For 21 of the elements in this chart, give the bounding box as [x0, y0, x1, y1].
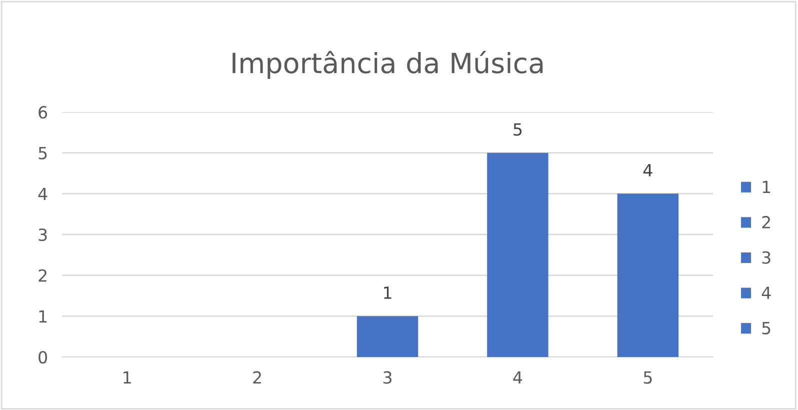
x-tick-label: 3	[383, 371, 392, 384]
x-tick-label: 4	[513, 371, 522, 384]
legend-label: 1	[762, 180, 770, 194]
x-tick-label: 1	[124, 371, 131, 384]
y-tick-label: 0	[38, 350, 48, 364]
data-label: 4	[643, 164, 652, 176]
y-tick-label: 1	[39, 310, 47, 322]
x-tick-label: 2	[253, 371, 261, 384]
y-tick-label: 4	[38, 188, 48, 200]
y-tick-label: 6	[38, 106, 48, 119]
data-label: 1	[384, 286, 392, 299]
x-tick-label: 5	[644, 371, 652, 384]
y-tick-label: 2	[38, 269, 46, 282]
y-tick-label: 5	[38, 147, 47, 160]
legend-label: 3	[762, 251, 770, 264]
data-label: 5	[514, 123, 522, 136]
legend-label: 2	[762, 216, 770, 228]
legend-label: 5	[762, 322, 770, 334]
chart-title: Importância da Música	[232, 50, 543, 79]
y-tick-label: 3	[38, 228, 47, 242]
legend-label: 4	[762, 286, 771, 299]
